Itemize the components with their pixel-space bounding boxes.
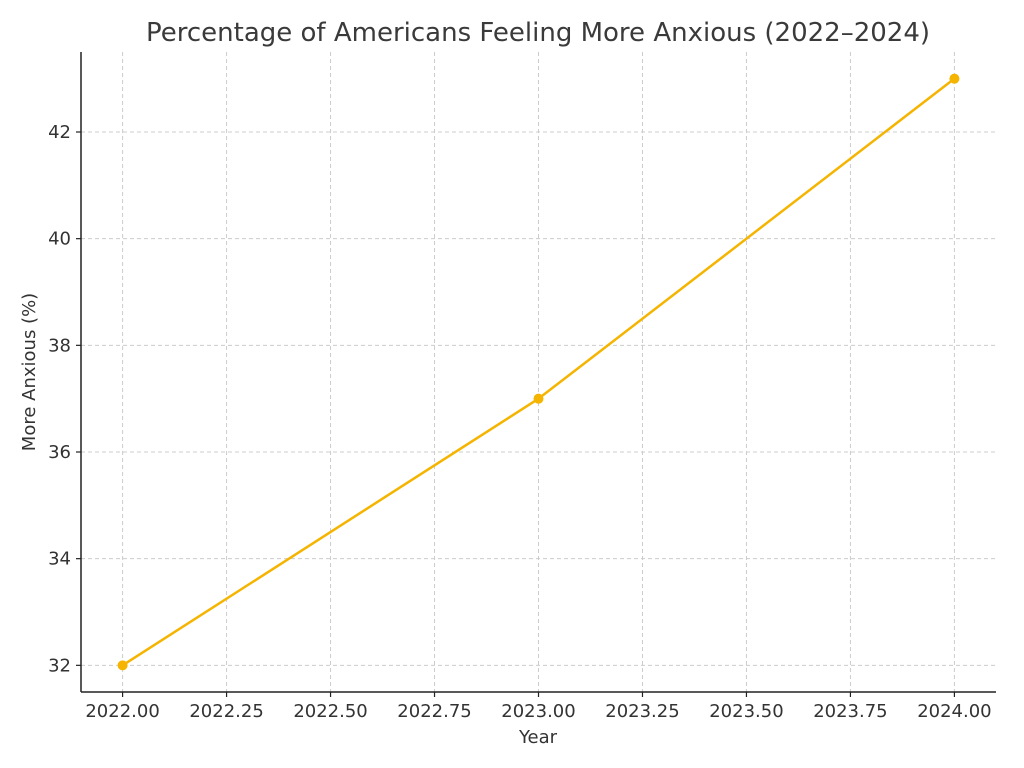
data-points [117, 73, 960, 671]
data-point [949, 73, 960, 84]
axes [76, 52, 996, 697]
data-point [533, 393, 544, 404]
y-tick-label: 36 [48, 442, 71, 463]
grid-lines [81, 52, 996, 692]
y-tick-label: 34 [48, 549, 71, 570]
x-tick-label: 2022.50 [293, 701, 367, 722]
x-tick-label: 2023.00 [501, 701, 575, 722]
y-tick-label: 40 [48, 229, 71, 250]
x-tick-label: 2022.00 [85, 701, 159, 722]
y-tick-label: 32 [48, 655, 71, 676]
x-tick-label: 2023.75 [813, 701, 887, 722]
y-tick-label: 38 [48, 335, 71, 356]
x-tick-label: 2024.00 [917, 701, 991, 722]
data-point [117, 660, 128, 671]
x-tick-label: 2022.25 [189, 701, 263, 722]
y-axis-label: More Anxious (%) [19, 293, 40, 451]
tick-labels: 2022.00 2022.25 2022.50 2022.75 2023.00 2023.… [48, 122, 992, 722]
x-axis-label: Year [518, 727, 558, 748]
chart-title: Percentage of Americans Feeling More Anx… [146, 18, 930, 48]
x-tick-label: 2023.50 [709, 701, 783, 722]
x-tick-label: 2022.75 [397, 701, 471, 722]
x-tick-label: 2023.25 [605, 701, 679, 722]
y-tick-label: 42 [48, 122, 71, 143]
